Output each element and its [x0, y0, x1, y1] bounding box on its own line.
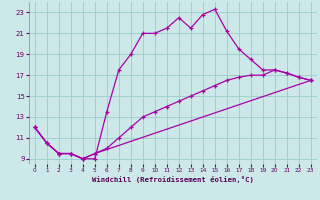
X-axis label: Windchill (Refroidissement éolien,°C): Windchill (Refroidissement éolien,°C): [92, 176, 254, 183]
